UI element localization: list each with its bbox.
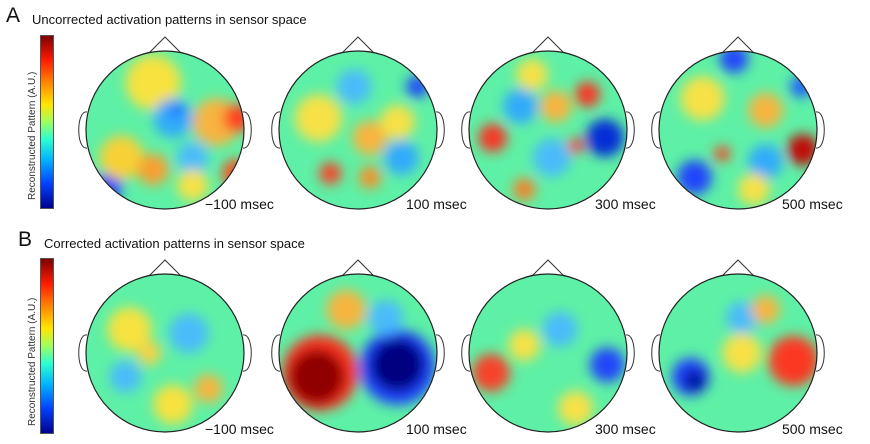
panel-b-colorbar [40,258,54,434]
head-a-4 [651,36,825,210]
panel-a-colorbar [40,35,54,209]
time-label-b-1: −100 msec [205,421,274,437]
time-label-b-2: 100 msec [406,421,467,437]
head-a-2 [271,36,445,210]
panel-a-letter: A [6,4,21,27]
time-label-b-3: 300 msec [595,421,656,437]
panel-a-colorbar-label: Reconstructed Pattern (A.U.) [27,71,38,200]
time-label-a-1: −100 msec [205,196,274,212]
panel-b-letter: B [18,228,33,251]
time-label-a-2: 100 msec [406,196,467,212]
head-b-3 [461,259,635,433]
panel-a-title: Uncorrected activation patterns in senso… [32,12,307,27]
head-b-4 [651,259,825,433]
time-label-a-4: 500 msec [782,196,843,212]
head-b-2 [271,259,445,433]
head-b-1 [78,259,252,433]
head-a-1 [78,36,252,210]
panel-b-title: Corrected activation patterns in sensor … [44,236,305,251]
panel-b-colorbar-label: Reconstructed Pattern (A.U.) [27,297,38,426]
time-label-a-3: 300 msec [595,196,656,212]
head-a-3 [461,36,635,210]
time-label-b-4: 500 msec [782,421,843,437]
